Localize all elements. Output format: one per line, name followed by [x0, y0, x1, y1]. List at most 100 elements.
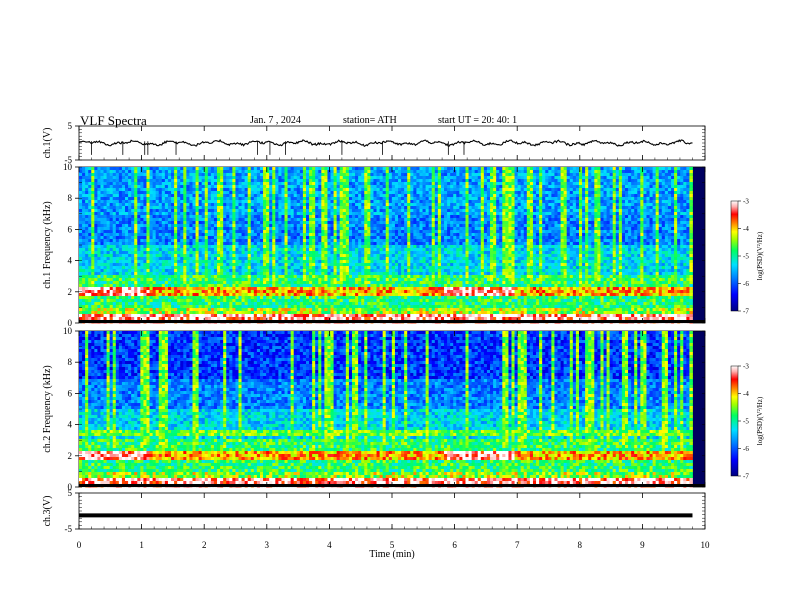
- spectrogram-cell: [229, 293, 232, 296]
- spectrogram-cell: [113, 272, 116, 275]
- spectrogram-cell: [150, 215, 153, 218]
- spectrogram-cell: [285, 302, 288, 305]
- spectrogram-cell: [361, 221, 364, 224]
- spectrogram-cell: [337, 170, 340, 173]
- spectrogram-cell: [140, 197, 143, 200]
- spectrogram-cell: [192, 215, 195, 218]
- spectrogram-cell: [100, 176, 103, 179]
- spectrogram-cell: [242, 311, 245, 314]
- spectrogram-cell: [254, 194, 257, 197]
- spectrogram-cell: [235, 257, 238, 260]
- spectrogram-cell: [355, 182, 358, 185]
- spectrogram-cell: [361, 299, 364, 302]
- spectrogram-cell: [140, 248, 143, 251]
- spectrogram-cell: [110, 242, 113, 245]
- spectrogram-cell: [97, 284, 100, 287]
- spectrogram-cell: [349, 167, 352, 170]
- spectrogram-cell: [113, 296, 116, 299]
- spectrogram-cell: [281, 275, 284, 278]
- spectrogram-cell: [137, 293, 140, 296]
- spectrogram-cell: [137, 221, 140, 224]
- spectrogram-cell: [364, 245, 367, 248]
- spectrogram-cell: [94, 230, 97, 233]
- spectrogram-cell: [297, 182, 300, 185]
- spectrogram-cell: [146, 284, 149, 287]
- spectrogram-cell: [196, 206, 199, 209]
- spectrogram-cell: [291, 314, 294, 317]
- spectrogram-cell: [125, 287, 128, 290]
- spectrogram-cell: [122, 272, 125, 275]
- spectrogram-cell: [199, 299, 202, 302]
- spectrogram-cell: [143, 269, 146, 272]
- spectrogram-cell: [318, 308, 321, 311]
- spectrogram-cell: [251, 248, 254, 251]
- spectrogram-cell: [272, 236, 275, 239]
- spectrogram-cell: [318, 173, 321, 176]
- spectrogram-cell: [177, 305, 180, 308]
- spectrogram-cell: [364, 215, 367, 218]
- spectrogram-cell: [315, 167, 318, 170]
- spectrogram-cell: [260, 248, 263, 251]
- spectrogram-cell: [180, 233, 183, 236]
- spectrogram-cell: [334, 314, 337, 317]
- spectrogram-cell: [131, 221, 134, 224]
- spectrogram-cell: [254, 245, 257, 248]
- spectrogram-cell: [134, 170, 137, 173]
- spectrogram-cell: [352, 281, 355, 284]
- spectrogram-cell: [248, 176, 251, 179]
- spectrogram-cell: [140, 215, 143, 218]
- spectrogram-cell: [189, 269, 192, 272]
- spectrogram-cell: [146, 212, 149, 215]
- spectrogram-cell: [162, 188, 165, 191]
- spectrogram-cell: [340, 293, 343, 296]
- spectrogram-cell: [156, 206, 159, 209]
- spectrogram-cell: [211, 287, 214, 290]
- spectrogram-cell: [205, 260, 208, 263]
- spectrogram-cell: [239, 176, 242, 179]
- spectrogram-cell: [291, 179, 294, 182]
- spectrogram-cell: [358, 236, 361, 239]
- spectrogram-cell: [128, 233, 131, 236]
- spectrogram-cell: [288, 308, 291, 311]
- spectrogram-cell: [220, 317, 223, 320]
- spectrogram-cell: [346, 302, 349, 305]
- spectrogram-cell: [327, 302, 330, 305]
- spectrogram-cell: [291, 275, 294, 278]
- spectrogram-cell: [110, 293, 113, 296]
- spectrogram-cell: [367, 302, 370, 305]
- spectrogram-cell: [334, 185, 337, 188]
- spectrogram-cell: [128, 245, 131, 248]
- spectrogram-cell: [370, 203, 373, 206]
- spectrogram-cell: [229, 269, 232, 272]
- spectrogram-cell: [100, 230, 103, 233]
- spectrogram-cell: [337, 263, 340, 266]
- spectrogram-cell: [364, 170, 367, 173]
- spectrogram-cell: [281, 212, 284, 215]
- spectrogram-cell: [300, 179, 303, 182]
- spectrogram-cell: [364, 176, 367, 179]
- spectrogram-cell: [248, 191, 251, 194]
- spectrogram-cell: [125, 296, 128, 299]
- spectrogram-cell: [346, 272, 349, 275]
- spectrogram-cell: [85, 227, 88, 230]
- spectrogram-cell: [269, 317, 272, 320]
- spectrogram-cell: [143, 305, 146, 308]
- spectrogram-cell: [272, 203, 275, 206]
- spectrogram-cell: [217, 230, 220, 233]
- spectrogram-cell: [334, 245, 337, 248]
- spectrogram-cell: [321, 284, 324, 287]
- spectrogram-cell: [137, 224, 140, 227]
- spectrogram-cell: [367, 170, 370, 173]
- spectrogram-cell: [134, 233, 137, 236]
- spectrogram-cell: [137, 272, 140, 275]
- spectrogram-cell: [251, 263, 254, 266]
- spectrogram-cell: [220, 224, 223, 227]
- spectrogram-cell: [251, 200, 254, 203]
- spectrogram-cell: [294, 317, 297, 320]
- spectrogram-cell: [281, 173, 284, 176]
- spectrogram-cell: [217, 215, 220, 218]
- spectrogram-cell: [306, 203, 309, 206]
- spectrogram-cell: [340, 233, 343, 236]
- spectrogram-cell: [343, 227, 346, 230]
- spectrogram-cell: [324, 167, 327, 170]
